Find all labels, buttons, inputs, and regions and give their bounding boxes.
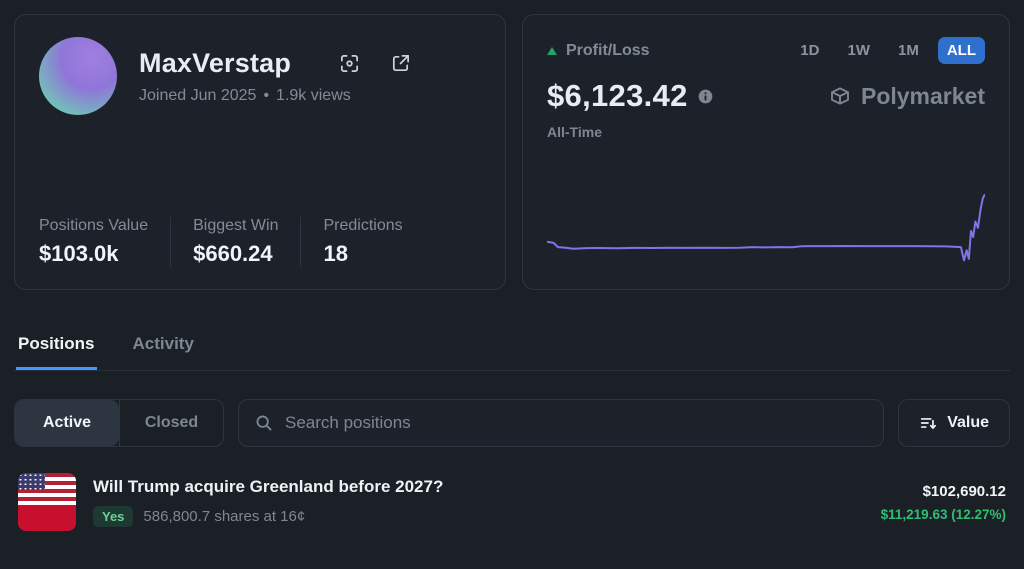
avatar[interactable] (39, 37, 117, 115)
scan-qr-icon[interactable] (339, 53, 360, 74)
position-row[interactable]: Will Trump acquire Greenland before 2027… (14, 473, 1010, 531)
range-1w[interactable]: 1W (838, 37, 879, 64)
range-1d[interactable]: 1D (791, 37, 828, 64)
stat-label: Positions Value (39, 217, 149, 234)
range-1m[interactable]: 1M (889, 37, 928, 64)
pnl-chart-line (547, 194, 985, 260)
pnl-title: Profit/Loss (566, 41, 650, 59)
position-pnl: $11,219.63 (12.27%) (880, 506, 1006, 522)
position-value: $102,690.12 (922, 482, 1006, 500)
stat-label: Predictions (323, 217, 403, 234)
profile-tabs: Positions Activity (14, 328, 1010, 371)
polymarket-brand: Polymarket (828, 83, 985, 110)
stat-label: Biggest Win (193, 217, 279, 234)
profit-loss-card: Profit/Loss 1D 1W 1M ALL $6,123.42 (522, 14, 1010, 290)
profile-name: MaxVerstap (139, 47, 292, 78)
stat-value: $660.24 (193, 241, 273, 266)
stat-value: $103.0k (39, 241, 119, 266)
joined-date: Joined Jun 2025 (139, 86, 257, 104)
range-selector: 1D 1W 1M ALL (791, 37, 985, 64)
stat-predictions: Predictions 18 (323, 217, 402, 267)
sort-value-button[interactable]: Value (898, 399, 1010, 447)
search-input[interactable] (285, 413, 868, 433)
pnl-chart (547, 187, 985, 267)
up-triangle-icon (547, 46, 557, 55)
outcome-badge: Yes (93, 506, 134, 527)
search-icon (255, 414, 273, 432)
search-box[interactable] (238, 399, 885, 447)
market-flag-icon (18, 473, 76, 531)
status-segmented-control: Active Closed (14, 399, 224, 447)
brand-name: Polymarket (860, 82, 985, 109)
views-count: 1.9k views (276, 86, 351, 104)
stat-value: 18 (323, 241, 348, 266)
profile-card: MaxVerstap (14, 14, 506, 290)
pnl-chart-svg (547, 187, 985, 267)
filter-row: Active Closed Value (14, 399, 1010, 447)
pnl-value: $6,123.42 (547, 78, 688, 113)
range-all[interactable]: ALL (937, 37, 985, 64)
profile-header: MaxVerstap (39, 37, 481, 115)
dot-separator: • (263, 86, 270, 104)
stat-biggest-win: Biggest Win $660.24 (193, 217, 302, 267)
top-section: MaxVerstap (14, 14, 1010, 290)
tab-positions[interactable]: Positions (16, 328, 97, 370)
segment-active[interactable]: Active (15, 400, 119, 446)
segment-closed[interactable]: Closed (119, 400, 223, 446)
polymarket-logo-icon (828, 84, 852, 108)
sort-icon (919, 414, 937, 432)
profile-stats: Positions Value $103.0k Biggest Win $660… (39, 217, 481, 267)
pnl-period-label: All-Time (547, 124, 602, 140)
info-icon[interactable] (698, 89, 713, 104)
profile-meta: Joined Jun 2025 • 1.9k views (139, 87, 411, 105)
external-link-icon[interactable] (390, 53, 411, 74)
tab-activity[interactable]: Activity (132, 334, 194, 353)
shares-info: 586,800.7 shares at 16¢ (143, 508, 306, 525)
market-title[interactable]: Will Trump acquire Greenland before 2027… (93, 477, 444, 496)
sort-label: Value (947, 414, 989, 431)
stat-positions-value: Positions Value $103.0k (39, 217, 172, 267)
